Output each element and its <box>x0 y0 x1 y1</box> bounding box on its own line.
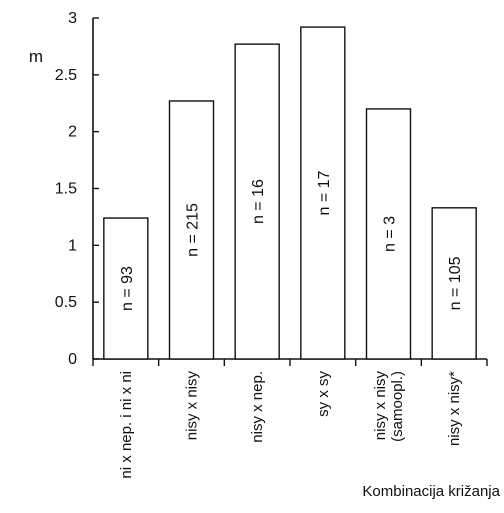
x-category-label: nisy x nisy <box>184 371 201 441</box>
y-axis-label: m <box>29 47 43 66</box>
x-category-label: ni x nep. i ni x ni <box>118 371 135 479</box>
bar-data-label: n = 17 <box>316 170 333 215</box>
y-tick-label: 3 <box>68 10 77 27</box>
y-tick-label: 2 <box>68 124 77 141</box>
bar-data-label: n = 215 <box>185 203 202 257</box>
y-tick-label: 1 <box>68 237 77 254</box>
bar-data-label: n = 93 <box>119 266 136 311</box>
chart-bars: n = 93 n = 215 n = 16 n = 17 n = 3 n = 105 <box>103 26 477 360</box>
bar <box>431 207 477 360</box>
bar-data-label: n = 16 <box>250 179 267 224</box>
bar-data-label: n = 3 <box>382 216 399 252</box>
x-category-label: nisy x nep. <box>249 371 266 443</box>
bar <box>300 26 346 360</box>
bar <box>234 43 280 360</box>
x-category-label: (samoopl.) <box>389 371 406 442</box>
y-tick-label: 0.5 <box>55 294 77 311</box>
bar-data-label: n = 105 <box>447 256 464 310</box>
x-axis-label: Kombinacija križanja <box>362 483 500 500</box>
x-category-label: nisy x nisy <box>372 371 389 441</box>
y-tick-label: 1.5 <box>55 181 77 198</box>
x-category-label: nisy x nisy* <box>446 371 463 446</box>
bar <box>168 100 215 360</box>
y-tick-label: 0 <box>68 351 77 368</box>
bar <box>365 108 412 360</box>
chart-axes: 0 0.5 1 1.5 2 2.5 3 ni x nep. i ni x ni nisy x n… <box>55 10 488 479</box>
bar <box>103 217 149 360</box>
x-category-label: sy x sy <box>315 371 332 417</box>
y-tick-label: 2.5 <box>55 67 77 84</box>
